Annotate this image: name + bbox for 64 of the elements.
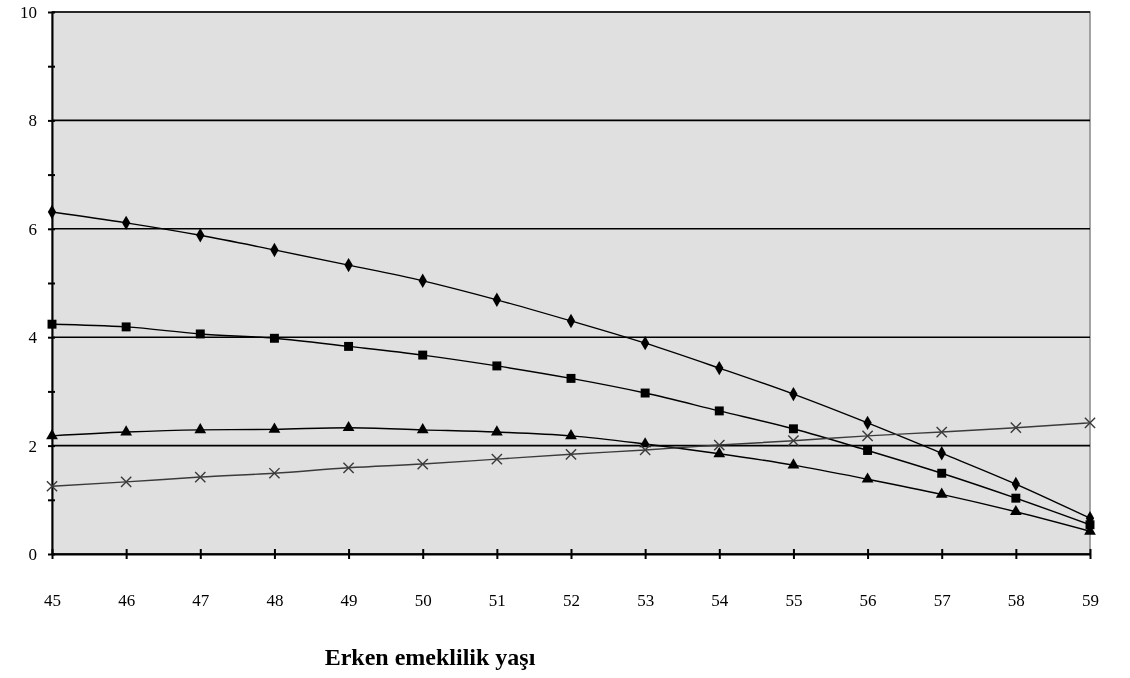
point xyxy=(937,468,947,478)
x-tick-label: 52 xyxy=(563,591,580,611)
point xyxy=(342,420,355,432)
y-tick-label: 2 xyxy=(28,436,37,456)
point xyxy=(194,471,207,483)
point xyxy=(490,425,503,436)
point xyxy=(566,373,576,383)
point xyxy=(120,425,133,436)
x-tick-label: 57 xyxy=(933,591,952,611)
point xyxy=(268,467,281,480)
point xyxy=(639,444,651,456)
point xyxy=(713,446,726,458)
x-tick-label: 47 xyxy=(192,591,210,611)
point xyxy=(863,446,873,455)
point xyxy=(491,453,503,465)
point xyxy=(344,341,354,351)
x-tick-label: 53 xyxy=(637,591,655,611)
point xyxy=(269,333,279,343)
x-tick-label: 51 xyxy=(488,591,506,611)
y-tick-label: 6 xyxy=(28,219,37,239)
y-tick-label: 0 xyxy=(28,544,37,564)
point xyxy=(861,472,874,483)
point xyxy=(195,329,205,339)
point xyxy=(416,458,429,470)
y-tick-label: 10 xyxy=(20,2,37,22)
point xyxy=(861,430,874,442)
x-tick-label: 50 xyxy=(414,591,432,611)
point xyxy=(640,388,650,398)
point xyxy=(565,429,577,440)
point xyxy=(1011,493,1021,503)
x-tick-label: 48 xyxy=(266,591,284,611)
point xyxy=(788,424,798,434)
point xyxy=(416,423,429,434)
x-tick-label: 54 xyxy=(711,591,729,611)
point xyxy=(713,439,726,451)
point xyxy=(46,480,58,493)
point xyxy=(787,434,800,447)
point xyxy=(1084,417,1096,429)
point xyxy=(492,361,502,371)
x-tick-label: 45 xyxy=(44,591,61,611)
x-tick-label: 58 xyxy=(1007,591,1025,611)
point xyxy=(121,322,131,332)
point xyxy=(46,429,58,440)
point xyxy=(194,423,207,434)
x-tick-label: 59 xyxy=(1082,591,1099,611)
y-tick-label: 8 xyxy=(28,111,37,131)
point xyxy=(418,350,428,360)
point xyxy=(714,406,724,416)
point xyxy=(1010,421,1022,434)
point xyxy=(935,487,948,498)
x-tick-label: 56 xyxy=(859,591,877,611)
x-tick-label: 46 xyxy=(118,591,136,611)
point xyxy=(120,476,132,488)
point xyxy=(787,458,800,469)
y-tick-label: 4 xyxy=(28,328,38,348)
x-tick-label: 55 xyxy=(785,591,803,611)
x-tick-label: 49 xyxy=(340,591,358,611)
point xyxy=(1009,504,1022,516)
point xyxy=(47,319,57,329)
point xyxy=(342,462,355,474)
point xyxy=(565,448,577,461)
point xyxy=(268,422,281,433)
point xyxy=(935,426,948,438)
x-axis-title: Erken emeklilik yaşı xyxy=(324,644,536,670)
